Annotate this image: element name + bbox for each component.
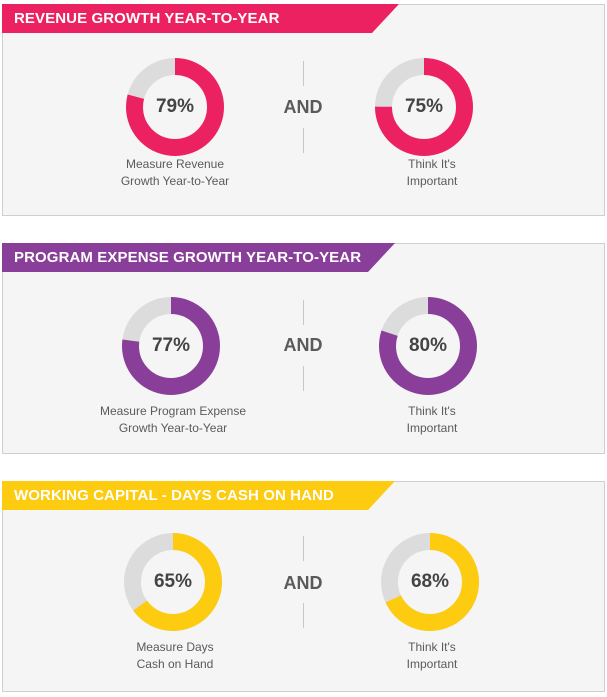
important-caption: Think It's Important bbox=[322, 156, 542, 190]
divider-top bbox=[303, 61, 304, 86]
donut-important: 68% bbox=[378, 530, 482, 634]
caption-line: Measure Days bbox=[136, 640, 214, 654]
section-title: WORKING CAPITAL - DAYS CASH ON HAND bbox=[2, 481, 395, 510]
percent-label: 79% bbox=[155, 96, 195, 117]
donut-value-arc bbox=[381, 533, 479, 631]
donut-value-arc bbox=[124, 533, 222, 631]
panel bbox=[2, 481, 605, 692]
donut-measure: 77% bbox=[119, 294, 223, 398]
divider-bottom bbox=[303, 603, 304, 628]
donut-measure: 79% bbox=[123, 55, 227, 159]
percent-label: 77% bbox=[151, 335, 191, 356]
divider-bottom bbox=[303, 366, 304, 391]
donut-value-arc bbox=[379, 297, 477, 395]
and-connector: AND bbox=[283, 335, 323, 355]
section-title: PROGRAM EXPENSE GROWTH YEAR-TO-YEAR bbox=[2, 243, 395, 272]
divider-top bbox=[303, 300, 304, 325]
caption-line: Important bbox=[406, 421, 458, 435]
caption-line: Cash on Hand bbox=[136, 657, 214, 671]
measure-caption: Measure Days Cash on Hand bbox=[65, 639, 285, 673]
caption-line: Growth Year-to-Year bbox=[120, 174, 230, 188]
caption-line: Important bbox=[406, 657, 458, 671]
donut-measure: 65% bbox=[121, 530, 225, 634]
donut-value-arc bbox=[375, 58, 473, 156]
caption-line: Measure Program Expense bbox=[99, 404, 247, 418]
percent-label: 65% bbox=[153, 571, 193, 592]
caption-line: Think It's bbox=[408, 404, 456, 418]
and-connector: AND bbox=[283, 573, 323, 593]
and-connector: AND bbox=[283, 97, 323, 117]
caption-line: Measure Revenue bbox=[125, 157, 225, 171]
donut-important: 75% bbox=[372, 55, 476, 159]
section-revenue: REVENUE GROWTH YEAR-TO-YEAR 79% Measure … bbox=[0, 4, 607, 216]
important-caption: Think It's Important bbox=[322, 639, 542, 673]
caption-line: Important bbox=[406, 174, 458, 188]
section-title: REVENUE GROWTH YEAR-TO-YEAR bbox=[2, 4, 399, 33]
percent-label: 68% bbox=[410, 571, 450, 592]
panel bbox=[2, 4, 605, 216]
caption-line: Think It's bbox=[408, 640, 456, 654]
measure-caption: Measure Revenue Growth Year-to-Year bbox=[65, 156, 285, 190]
percent-label: 80% bbox=[408, 335, 448, 356]
important-caption: Think It's Important bbox=[322, 403, 542, 437]
divider-bottom bbox=[303, 128, 304, 153]
donut-important: 80% bbox=[376, 294, 480, 398]
panel bbox=[2, 243, 605, 454]
section-working-capital: WORKING CAPITAL - DAYS CASH ON HAND 65% … bbox=[0, 481, 607, 692]
percent-label: 75% bbox=[404, 96, 444, 117]
caption-line: Think It's bbox=[408, 157, 456, 171]
donut-value-arc bbox=[122, 297, 220, 395]
section-program-expense: PROGRAM EXPENSE GROWTH YEAR-TO-YEAR 77% … bbox=[0, 243, 607, 454]
caption-line: Growth Year-to-Year bbox=[118, 421, 228, 435]
measure-caption: Measure Program Expense Growth Year-to-Y… bbox=[63, 403, 283, 437]
divider-top bbox=[303, 536, 304, 561]
donut-value-arc bbox=[126, 58, 224, 156]
